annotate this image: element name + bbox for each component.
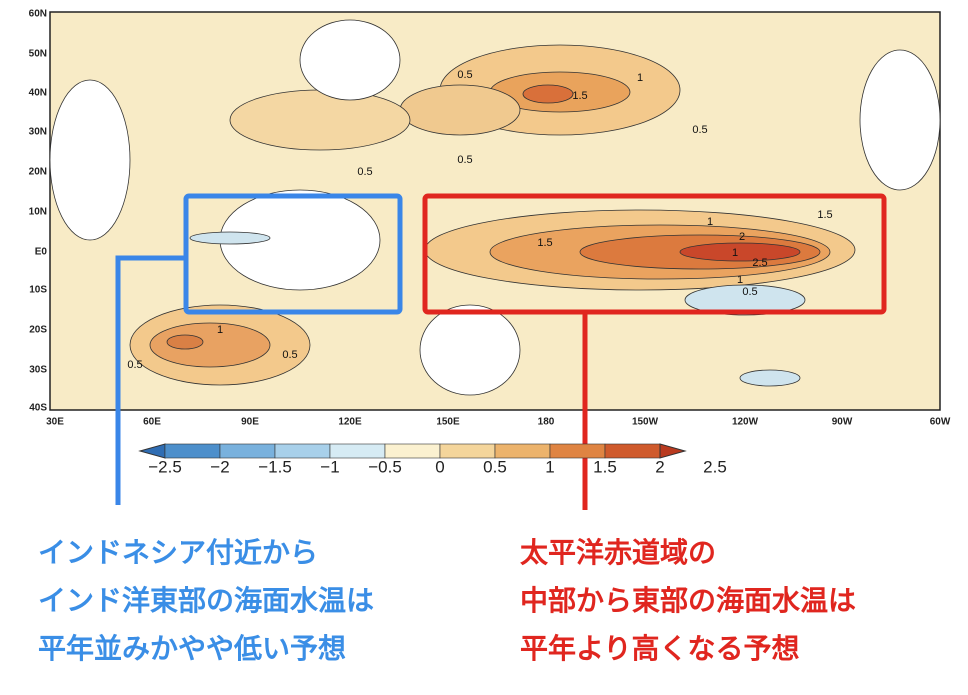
contour-label: 1 [707, 216, 713, 228]
colorbar-segment [219, 443, 276, 459]
anomaly-region [679, 242, 801, 262]
lat-label: 60N [29, 9, 47, 20]
contour-label: 0.5 [742, 286, 757, 298]
colorbar-segment [494, 443, 551, 459]
colorbar-segment [274, 443, 331, 459]
anomaly-region [166, 334, 204, 350]
colorbar-segment [329, 443, 386, 459]
colorbar-label: 0.5 [483, 457, 507, 476]
lat-label: 30S [29, 365, 47, 376]
lat-label: E0 [35, 247, 48, 258]
anomaly-region [49, 79, 131, 241]
colorbar-label: 1.5 [593, 457, 617, 476]
lat-label: 50N [29, 49, 47, 60]
lon-label: 180 [538, 417, 555, 428]
colorbar-label: 1 [545, 457, 554, 476]
map: 60N 50N 40N 30N 20N 10N E0 10S 20S 30S 40S 30E 60E 90… [29, 9, 951, 510]
lat-label: 10N [29, 207, 47, 218]
note-line: 中部から東部の海面水温は [520, 584, 857, 617]
colorbar-label: −1.5 [258, 457, 292, 476]
anomaly-region [739, 369, 801, 387]
colorbar-label: −2.5 [148, 457, 182, 476]
contour-label: 0.5 [127, 359, 142, 371]
indian-note: インドネシア付近から インド洋東部の海面水温は 平年並みかやや低い予想 [38, 529, 374, 673]
lat-label: 40S [29, 403, 47, 414]
axis-labels: 60N 50N 40N 30N 20N 10N E0 10S 20S 30S 40S 30E 60E 90… [29, 9, 951, 428]
note-line: インド洋東部の海面水温は [38, 584, 375, 617]
contour-label: 2.5 [752, 257, 767, 269]
colorbar-segment [164, 443, 221, 459]
contour-label: 1.5 [817, 209, 832, 221]
pacific-box [422, 193, 887, 315]
anomaly-region [859, 49, 941, 191]
indian-ocean-box [183, 193, 403, 315]
colorbar-segment [439, 443, 496, 459]
anomaly-shading [49, 19, 941, 396]
contour-label: 0.5 [282, 349, 297, 361]
lon-label: 90E [241, 417, 259, 428]
contour-label: 0.5 [457, 154, 472, 166]
note-line: 平年より高くなる予想 [520, 632, 800, 665]
lon-label: 60W [930, 417, 951, 428]
colorbar-label: −0.5 [368, 457, 402, 476]
lat-label: 20S [29, 325, 47, 336]
colorbar-label: −1 [320, 457, 339, 476]
colorbar-left-tip [138, 443, 166, 459]
lon-label: 150W [632, 417, 659, 428]
colorbar-segment [384, 443, 441, 459]
colorbar-label: 0 [435, 457, 444, 476]
pacific-note: 太平洋赤道域の 中部から東部の海面水温は 平年より高くなる予想 [520, 529, 856, 673]
contour-label: 0.5 [357, 166, 372, 178]
lon-label: 150E [436, 417, 460, 428]
anomaly-region [299, 19, 401, 101]
contour-label: 1.5 [572, 90, 587, 102]
anomaly-region [229, 89, 411, 151]
anomaly-region [522, 84, 574, 104]
lon-label: 60E [143, 417, 161, 428]
colorbar-segment [604, 443, 661, 459]
note-line: 平年並みかやや低い予想 [38, 632, 347, 665]
colorbar-right-tip [659, 443, 687, 459]
lat-label: 40N [29, 88, 47, 99]
lon-label: 120E [338, 417, 362, 428]
lat-label: 20N [29, 167, 47, 178]
colorbar-label: 2 [655, 457, 664, 476]
lon-label: 120W [732, 417, 759, 428]
anomaly-region [399, 84, 521, 136]
indian-leader-line [115, 255, 186, 505]
contour-label: 1 [732, 247, 738, 259]
note-line: 太平洋赤道域の [520, 536, 717, 569]
contour-label: 1 [217, 324, 223, 336]
anomaly-region [189, 231, 271, 245]
contour-label: 1 [637, 72, 643, 84]
anomaly-region [149, 322, 271, 368]
note-line: インドネシア付近から [38, 536, 319, 569]
contour-label: 1 [737, 274, 743, 286]
colorbar: −2.5 −2 −1.5 −1 −0.5 0 0.5 1 1.5 2 2.5 [138, 443, 727, 476]
anomaly-region [419, 304, 521, 396]
contour-label: 0.5 [457, 69, 472, 81]
anomaly-region [684, 284, 806, 316]
contour-label: 1.5 [537, 237, 552, 249]
lon-label: 30E [46, 417, 64, 428]
colorbar-label: 2.5 [703, 457, 727, 476]
contour-label: 0.5 [692, 124, 707, 136]
colorbar-label: −2 [210, 457, 229, 476]
lat-label: 10S [29, 285, 47, 296]
contour-label: 2 [739, 231, 745, 243]
colorbar-segment [549, 443, 606, 459]
lat-label: 30N [29, 127, 47, 138]
lon-label: 90W [832, 417, 853, 428]
